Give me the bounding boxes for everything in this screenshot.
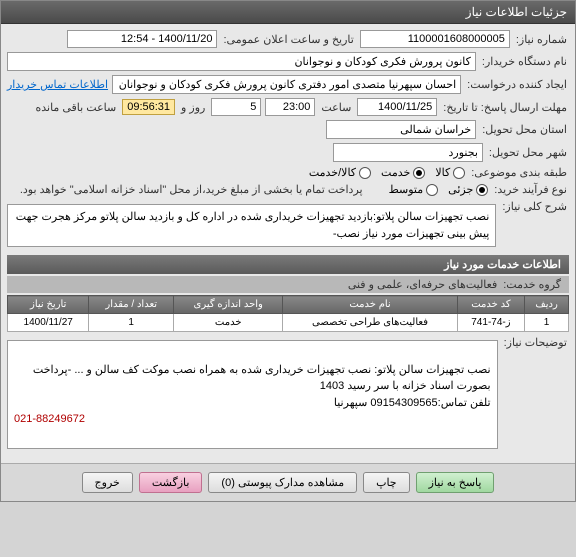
window-titlebar: جزئیات اطلاعات نیاز (1, 1, 575, 24)
deadline-time-field: 23:00 (265, 98, 315, 116)
radio-minor[interactable]: جزئی (448, 183, 488, 196)
remaining-label: ساعت باقی مانده (33, 101, 118, 114)
radio-icon (426, 184, 438, 196)
buyer-name-field: کانون پرورش فکری کودکان و نوجوانان (7, 52, 476, 71)
radio-icon (413, 167, 425, 179)
group-label: گروه خدمت: (501, 278, 563, 291)
overview-text: نصب تجهیزات سالن پلاتو:بازدید تجهیزات خر… (7, 204, 496, 247)
category-radio-group: کالا خدمت کالا/خدمت (309, 166, 465, 179)
content-area: شماره نیاز: 1100001608000005 تاریخ و ساع… (1, 24, 575, 463)
description-label: توضیحات نیاز: (502, 336, 569, 349)
col-row: ردیف (525, 296, 569, 314)
need-no-label: شماره نیاز: (514, 33, 569, 46)
deadline-date-field: 1400/11/25 (357, 98, 437, 116)
category-label: طبقه بندی موضوعی: (469, 166, 569, 179)
need-no-field: 1100001608000005 (360, 30, 510, 48)
description-text: نصب تجهیزات سالن پلاتو: نصب تجهیزات خرید… (33, 364, 491, 409)
phone-highlight: 021-88249672 (14, 411, 491, 428)
cell-qty: 1 (89, 314, 174, 332)
announce-date-field: 1400/11/20 - 12:54 (67, 30, 217, 48)
cell-unit: خدمت (174, 314, 283, 332)
payment-note: پرداخت تمام یا بخشی از مبلغ خرید،از محل … (18, 183, 365, 196)
radio-icon (476, 184, 488, 196)
cell-date: 1400/11/27 (8, 314, 89, 332)
process-radio-group: جزئی متوسط (389, 183, 489, 196)
contact-info-link[interactable]: اطلاعات تماس خریدار (7, 78, 108, 91)
radio-service[interactable]: خدمت (381, 166, 425, 179)
process-type-label: نوع فرآیند خرید: (492, 183, 569, 196)
col-date: تاریخ نیاز (8, 296, 89, 314)
province-field: خراسان شمالی (326, 120, 476, 139)
radio-icon (359, 167, 371, 179)
province-label: استان محل تحویل: (480, 123, 569, 136)
attachments-button[interactable]: مشاهده مدارک پیوستی (0) (208, 472, 357, 493)
requester-field: احسان سپهرنیا متصدی امور دفتری کانون پرو… (112, 75, 461, 94)
countdown-timer: 09:56:31 (122, 99, 175, 115)
radio-both[interactable]: کالا/خدمت (309, 166, 371, 179)
group-value: فعالیت‌های حرفه‌ای، علمی و فنی (348, 278, 497, 291)
buyer-name-label: نام دستگاه خریدار: (480, 55, 569, 68)
print-button[interactable]: چاپ (363, 472, 410, 493)
details-window: جزئیات اطلاعات نیاز شماره نیاز: 11000016… (0, 0, 576, 502)
overview-label: شرح کلی نیاز: (500, 200, 569, 213)
cell-row: 1 (525, 314, 569, 332)
window-title: جزئیات اطلاعات نیاز (466, 5, 567, 19)
cell-name: فعالیت‌های طراحی تخصصی (283, 314, 457, 332)
col-unit: واحد اندازه گیری (174, 296, 283, 314)
cell-code: ز-74-741 (457, 314, 525, 332)
deadline-label: مهلت ارسال پاسخ: تا تاریخ: (441, 101, 569, 114)
description-box: نصب تجهیزات سالن پلاتو: نصب تجهیزات خرید… (7, 340, 498, 449)
requester-label: ایجاد کننده درخواست: (465, 78, 569, 91)
radio-medium[interactable]: متوسط (389, 183, 439, 196)
days-left-field: 5 (211, 98, 261, 116)
day-label: روز و (179, 101, 207, 114)
radio-icon (453, 167, 465, 179)
services-table: ردیف کد خدمت نام خدمت واحد اندازه گیری ت… (7, 295, 569, 332)
back-button[interactable]: بازگشت (139, 472, 203, 493)
col-name: نام خدمت (283, 296, 457, 314)
announce-date-label: تاریخ و ساعت اعلان عمومی: (221, 33, 355, 46)
table-row: 1 ز-74-741 فعالیت‌های طراحی تخصصی خدمت 1… (8, 314, 569, 332)
col-code: کد خدمت (457, 296, 525, 314)
radio-goods[interactable]: کالا (435, 166, 465, 179)
footer-buttons: پاسخ به نیاز چاپ مشاهده مدارک پیوستی (0)… (1, 463, 575, 501)
city-field: بجنورد (333, 143, 483, 162)
time-label: ساعت (319, 101, 353, 114)
respond-button[interactable]: پاسخ به نیاز (416, 472, 495, 493)
services-section-header: اطلاعات خدمات مورد نیاز (7, 255, 569, 274)
exit-button[interactable]: خروج (82, 472, 133, 493)
col-qty: تعداد / مقدار (89, 296, 174, 314)
city-label: شهر محل تحویل: (487, 146, 569, 159)
